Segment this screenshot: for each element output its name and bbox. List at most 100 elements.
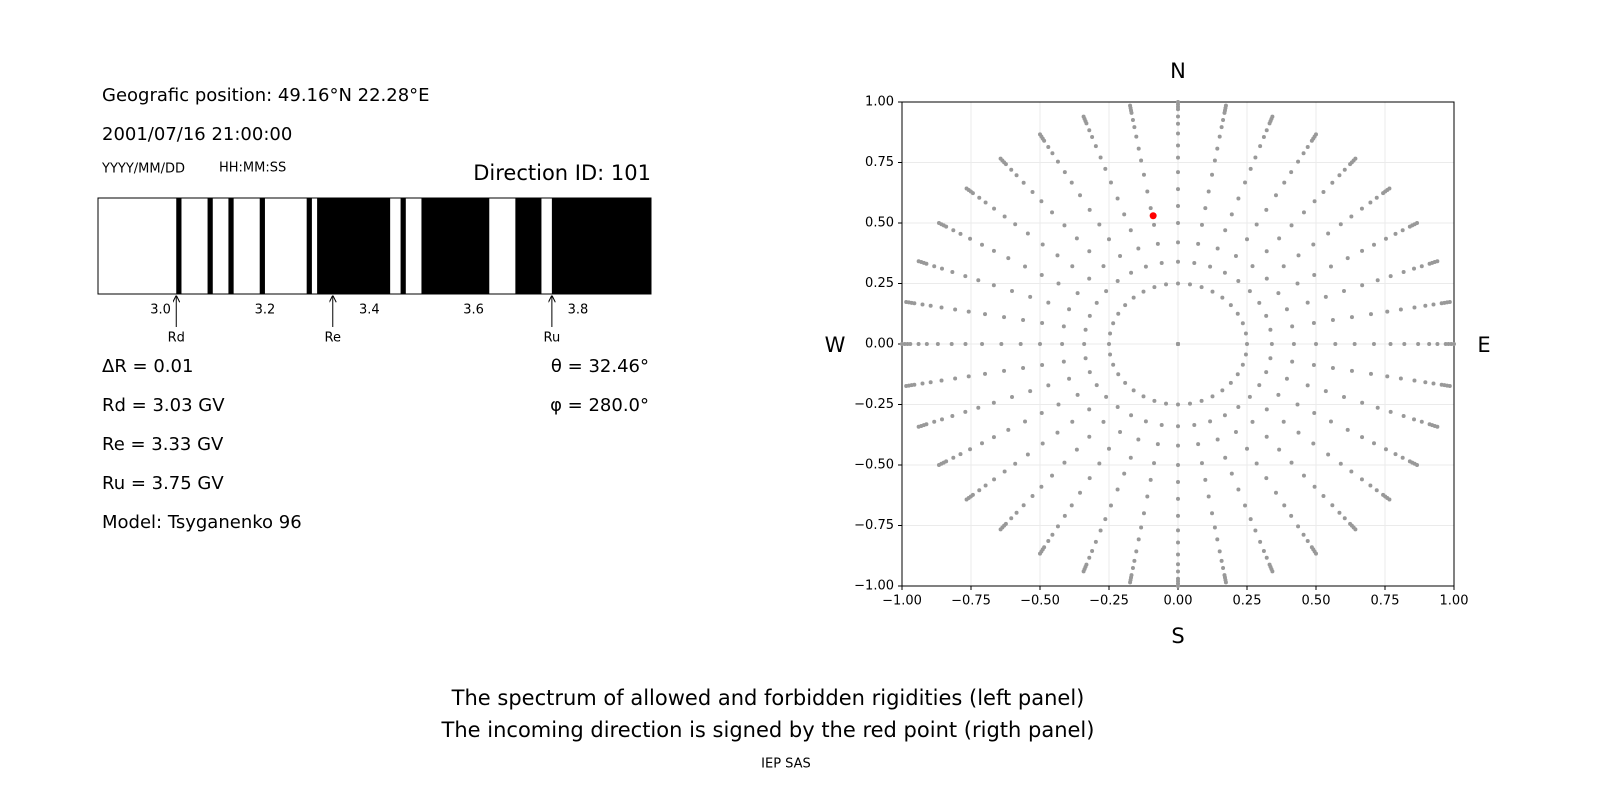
direction-point — [998, 156, 1003, 161]
direction-point — [920, 302, 925, 307]
direction-point — [1134, 549, 1139, 554]
direction-point — [1203, 206, 1208, 211]
direction-point — [1176, 121, 1180, 126]
direction-point — [1385, 374, 1390, 379]
direction-point — [1235, 372, 1240, 377]
direction-point — [1446, 342, 1451, 346]
direction-point — [1374, 488, 1379, 493]
direction-point — [1093, 539, 1098, 544]
direction-point — [1082, 342, 1087, 346]
direction-point — [977, 195, 982, 200]
direction-point — [904, 384, 909, 389]
direction-point — [1360, 248, 1365, 253]
direction-point — [1176, 259, 1180, 264]
direction-point — [1148, 477, 1153, 482]
direction-point — [1062, 513, 1067, 518]
direction-point — [1371, 441, 1376, 446]
direction-point — [1323, 389, 1328, 394]
x-tick-label: 0.75 — [1371, 594, 1400, 609]
direction-point — [1254, 222, 1259, 227]
direction-point — [1111, 321, 1116, 326]
direction-point — [1006, 427, 1011, 432]
direction-point — [1219, 558, 1224, 563]
direction-point — [951, 228, 956, 233]
direction-point — [1258, 539, 1263, 544]
direction-point — [1431, 381, 1436, 386]
direction-point — [1094, 300, 1099, 305]
direction-point — [1115, 405, 1120, 410]
direction-point — [1305, 383, 1310, 388]
direction-point — [1217, 549, 1222, 554]
direction-point — [1337, 510, 1342, 515]
direction-point — [1030, 189, 1035, 194]
direction-point — [1385, 309, 1390, 314]
direction-point — [1152, 222, 1157, 227]
direction-point — [908, 342, 913, 346]
direction-point — [1245, 237, 1249, 242]
direction-point — [1176, 143, 1180, 148]
direction-point — [980, 342, 985, 346]
direction-point — [1050, 473, 1055, 478]
direction-point — [1136, 246, 1141, 251]
direction-point — [1398, 307, 1403, 312]
direction-point — [1176, 342, 1180, 346]
direction-point — [1264, 476, 1269, 481]
direction-point — [949, 342, 954, 346]
y-tick-label: 1.00 — [865, 95, 894, 110]
direction-point — [1128, 228, 1133, 233]
direction-point — [1212, 158, 1217, 163]
direction-point — [1187, 282, 1192, 287]
direction-point — [1108, 180, 1113, 185]
direction-point — [1431, 302, 1436, 307]
direction-point — [1276, 291, 1281, 296]
direction-point — [1132, 125, 1137, 130]
direction-point — [1290, 324, 1295, 329]
forbidden-band — [259, 198, 265, 294]
direction-point — [1229, 212, 1234, 217]
compass-north: N — [1170, 59, 1186, 83]
direction-point — [1349, 469, 1354, 474]
direction-point — [1328, 419, 1333, 424]
direction-point — [1111, 362, 1116, 367]
direction-point — [1264, 207, 1269, 212]
model: Model: Tsyganenko 96 — [102, 512, 302, 533]
direction-point — [1423, 303, 1428, 308]
direction-point — [1342, 516, 1347, 521]
direction-point — [1055, 430, 1060, 435]
direction-point — [1368, 312, 1373, 317]
direction-point — [1427, 342, 1432, 346]
direction-point — [1046, 383, 1051, 388]
direction-point — [1314, 551, 1318, 556]
direction-point — [916, 342, 921, 346]
direction-point — [1115, 196, 1120, 201]
direction-point — [1039, 410, 1044, 415]
direction-point — [1352, 342, 1357, 346]
direction-point — [1223, 228, 1228, 233]
direction-point — [1341, 289, 1346, 294]
direction-point — [1210, 511, 1215, 516]
direction-point — [1321, 189, 1326, 194]
direction-point — [1002, 368, 1007, 373]
forbidden-band — [421, 198, 490, 294]
time-format: HH:MM:SS — [219, 161, 286, 176]
direction-point — [1257, 383, 1262, 388]
direction-point — [1176, 221, 1180, 225]
direction-point — [950, 269, 955, 274]
direction-point — [991, 283, 996, 288]
direction-point — [1134, 134, 1139, 139]
datetime: 2001/07/16 21:00:00 — [102, 124, 292, 145]
direction-point — [1349, 315, 1354, 320]
direction-point — [1148, 206, 1153, 211]
direction-point — [1412, 266, 1417, 271]
direction-point — [1326, 452, 1331, 457]
forbidden-band — [228, 198, 234, 294]
direction-point — [1412, 305, 1417, 310]
direction-point — [1108, 352, 1113, 357]
direction-point — [1301, 151, 1306, 156]
compass-east: E — [1477, 333, 1490, 357]
direction-point — [1289, 170, 1294, 175]
direction-point — [1090, 548, 1095, 553]
direction-point — [964, 186, 969, 191]
forbidden-band — [207, 198, 213, 294]
direction-point — [1314, 342, 1318, 346]
